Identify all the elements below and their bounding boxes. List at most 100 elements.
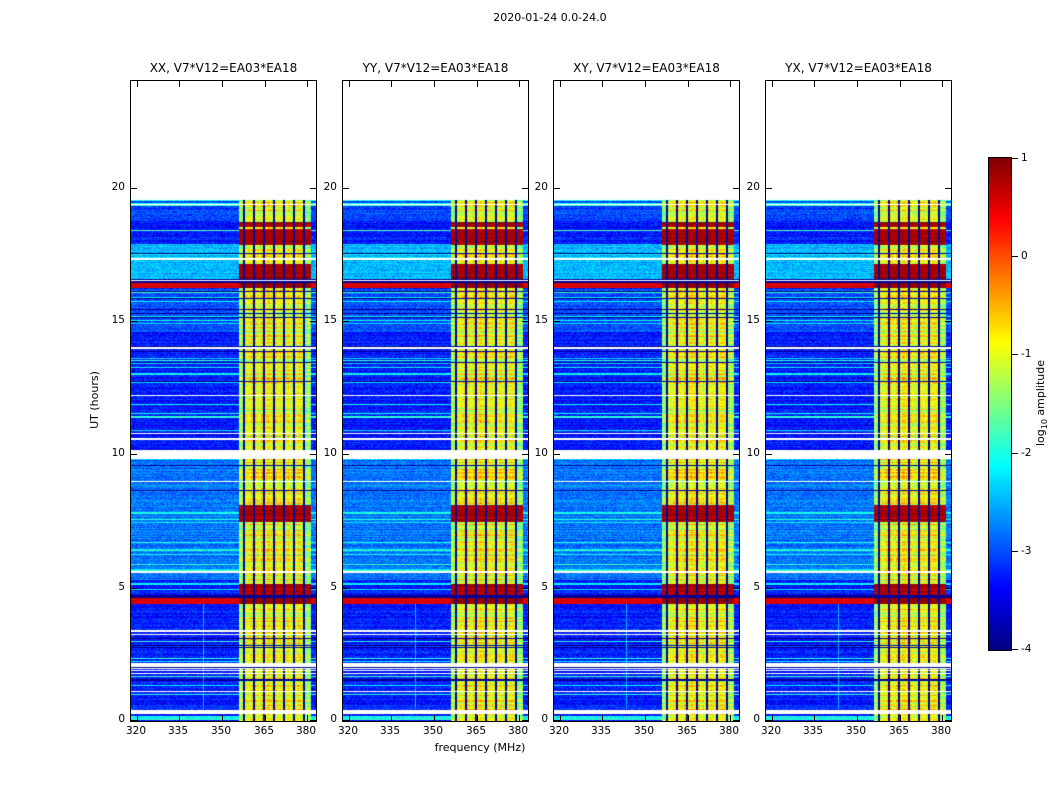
y-tick <box>343 588 349 589</box>
x-tick <box>519 81 520 87</box>
y-tick-label: 20 <box>534 181 548 193</box>
y-tick <box>522 454 528 455</box>
y-tick <box>945 188 951 189</box>
colorbar-tick-label: -2 <box>1021 447 1032 459</box>
y-tick-label: 5 <box>330 581 337 593</box>
panel-yx: YX, V7*V12=EA03*EA18 <box>765 61 952 722</box>
y-tick <box>945 588 951 589</box>
x-tick-label: 380 <box>295 725 317 737</box>
colorbar <box>988 157 1012 651</box>
y-tick <box>554 720 560 721</box>
x-tick-label: 335 <box>167 725 189 737</box>
x-tick-label: 380 <box>718 725 740 737</box>
y-tick-label: 20 <box>111 181 125 193</box>
x-tick-label: 350 <box>633 725 655 737</box>
y-tick <box>733 188 739 189</box>
colorbar-tick-label: -1 <box>1021 348 1032 360</box>
spectrogram-yx <box>766 81 951 721</box>
x-tick <box>942 81 943 87</box>
figure-title: 2020-01-24 0.0-24.0 <box>493 11 607 24</box>
panel-xy: XY, V7*V12=EA03*EA18 <box>553 61 740 722</box>
x-tick <box>602 81 603 87</box>
y-tick-label: 10 <box>746 447 760 459</box>
x-tick <box>137 81 138 87</box>
y-tick-label: 15 <box>534 314 548 326</box>
x-tick <box>179 715 180 721</box>
y-tick <box>554 321 560 322</box>
panel-yy: YY, V7*V12=EA03*EA18 <box>342 61 529 722</box>
colorbar-gradient <box>989 158 1011 650</box>
x-tick <box>814 81 815 87</box>
y-tick <box>522 188 528 189</box>
y-tick-label: 5 <box>118 581 125 593</box>
x-tick <box>477 715 478 721</box>
x-tick-label: 365 <box>676 725 698 737</box>
y-tick <box>522 588 528 589</box>
y-tick-label: 10 <box>534 447 548 459</box>
y-tick-label: 0 <box>118 713 125 725</box>
x-tick-label: 335 <box>379 725 401 737</box>
y-tick-label: 20 <box>323 181 337 193</box>
x-tick <box>307 715 308 721</box>
x-tick <box>222 81 223 87</box>
y-tick <box>343 188 349 189</box>
panel-xx: XX, V7*V12=EA03*EA18 <box>130 61 317 722</box>
x-tick <box>137 715 138 721</box>
y-tick-label: 20 <box>746 181 760 193</box>
colorbar-tick <box>1012 551 1018 552</box>
y-tick <box>766 188 772 189</box>
y-tick <box>131 720 137 721</box>
y-tick <box>733 454 739 455</box>
y-tick <box>766 720 772 721</box>
y-tick <box>733 588 739 589</box>
x-tick <box>265 81 266 87</box>
x-tick <box>772 81 773 87</box>
y-tick <box>343 720 349 721</box>
y-tick <box>945 720 951 721</box>
x-tick-label: 350 <box>845 725 867 737</box>
x-tick <box>265 715 266 721</box>
x-tick <box>857 715 858 721</box>
x-tick <box>645 81 646 87</box>
x-tick-label: 350 <box>422 725 444 737</box>
x-tick <box>307 81 308 87</box>
x-tick <box>349 715 350 721</box>
y-tick-label: 0 <box>541 713 548 725</box>
colorbar-label-prefix: log <box>1034 429 1047 447</box>
panel-title-yx: YX, V7*V12=EA03*EA18 <box>785 61 932 75</box>
spectrogram-xx <box>131 81 316 721</box>
y-tick-label: 5 <box>541 581 548 593</box>
colorbar-tick <box>1012 649 1018 650</box>
y-tick <box>733 321 739 322</box>
spectrogram-yy <box>343 81 528 721</box>
x-tick <box>772 715 773 721</box>
y-tick <box>310 588 316 589</box>
y-tick <box>554 454 560 455</box>
x-tick <box>222 715 223 721</box>
y-tick-label: 15 <box>111 314 125 326</box>
y-tick <box>945 321 951 322</box>
y-tick <box>554 188 560 189</box>
panel-title-xx: XX, V7*V12=EA03*EA18 <box>149 61 298 75</box>
x-tick <box>688 81 689 87</box>
x-tick <box>730 81 731 87</box>
y-tick <box>131 588 137 589</box>
x-tick <box>857 81 858 87</box>
panel-title-yy: YY, V7*V12=EA03*EA18 <box>362 61 509 75</box>
y-tick <box>310 454 316 455</box>
x-tick <box>560 81 561 87</box>
y-tick <box>733 720 739 721</box>
x-tick <box>349 81 350 87</box>
y-tick <box>310 188 316 189</box>
y-tick <box>131 454 137 455</box>
x-tick-label: 335 <box>590 725 612 737</box>
x-tick <box>391 715 392 721</box>
y-tick-label: 10 <box>111 447 125 459</box>
x-tick-label: 365 <box>888 725 910 737</box>
y-tick <box>310 321 316 322</box>
y-tick <box>522 720 528 721</box>
x-tick <box>942 715 943 721</box>
x-tick <box>730 715 731 721</box>
x-tick-label: 320 <box>548 725 570 737</box>
